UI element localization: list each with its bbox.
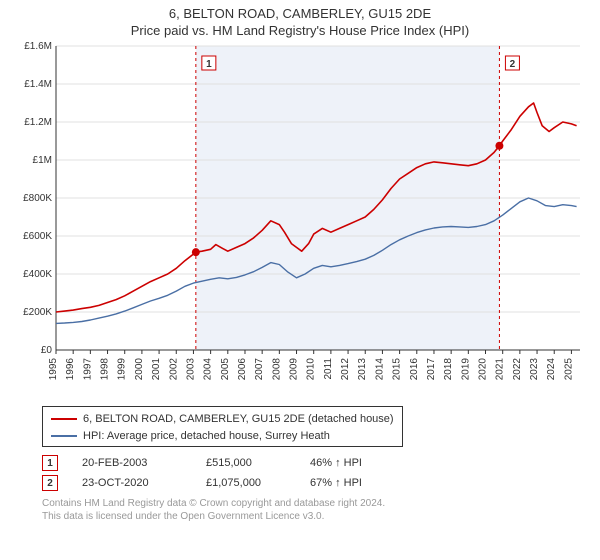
chart-svg: £0 £200K £400K £600K £800K £1M £1.2M £1.4M £1.6M… xyxy=(10,40,590,400)
svg-text:2002: 2002 xyxy=(168,358,179,381)
legend-label-hpi: HPI: Average price, detached house, Surr… xyxy=(83,428,330,445)
svg-text:2006: 2006 xyxy=(237,358,248,381)
svg-text:2012: 2012 xyxy=(340,358,351,381)
footer-line2: This data is licensed under the Open Gov… xyxy=(42,510,600,523)
svg-text:2008: 2008 xyxy=(271,358,282,381)
sale-price-2: £1,075,000 xyxy=(206,477,286,489)
sale-row-1: 1 20-FEB-2003 £515,000 46% ↑ HPI xyxy=(42,455,600,471)
sale-badge-1: 1 xyxy=(42,455,58,471)
sale-badge-2: 2 xyxy=(42,475,58,491)
svg-text:1996: 1996 xyxy=(65,358,76,381)
svg-text:1997: 1997 xyxy=(82,358,93,381)
sales-table: 1 20-FEB-2003 £515,000 46% ↑ HPI 2 23-OC… xyxy=(42,455,600,491)
svg-text:2014: 2014 xyxy=(374,358,385,381)
svg-text:2021: 2021 xyxy=(495,358,506,381)
svg-text:2004: 2004 xyxy=(203,358,214,381)
svg-text:1995: 1995 xyxy=(48,358,59,381)
svg-text:2: 2 xyxy=(510,59,516,70)
svg-text:£600K: £600K xyxy=(23,231,52,242)
svg-text:2017: 2017 xyxy=(426,358,437,381)
svg-text:2023: 2023 xyxy=(529,358,540,381)
legend-swatch-property xyxy=(51,418,77,420)
svg-text:2013: 2013 xyxy=(357,358,368,381)
svg-text:1999: 1999 xyxy=(117,358,128,381)
legend: 6, BELTON ROAD, CAMBERLEY, GU15 2DE (det… xyxy=(42,406,403,447)
chart-title-subtitle: Price paid vs. HM Land Registry's House … xyxy=(0,23,600,38)
svg-text:2010: 2010 xyxy=(306,358,317,381)
svg-text:2005: 2005 xyxy=(220,358,231,381)
svg-text:2009: 2009 xyxy=(289,358,300,381)
title-block: 6, BELTON ROAD, CAMBERLEY, GU15 2DE Pric… xyxy=(0,0,600,40)
svg-text:1998: 1998 xyxy=(100,358,111,381)
svg-text:2001: 2001 xyxy=(151,358,162,381)
footer-line1: Contains HM Land Registry data © Crown c… xyxy=(42,497,600,510)
sale-pct-2: 67% ↑ HPI xyxy=(310,477,400,489)
sale-pct-1: 46% ↑ HPI xyxy=(310,457,400,469)
svg-text:£800K: £800K xyxy=(23,193,52,204)
svg-text:2019: 2019 xyxy=(460,358,471,381)
svg-text:£1.4M: £1.4M xyxy=(24,79,52,90)
chart-area: £0 £200K £400K £600K £800K £1M £1.2M £1.4M £1.6M… xyxy=(10,40,590,400)
svg-text:2011: 2011 xyxy=(323,358,334,380)
legend-swatch-hpi xyxy=(51,435,77,437)
legend-row-property: 6, BELTON ROAD, CAMBERLEY, GU15 2DE (det… xyxy=(51,411,394,428)
svg-text:£400K: £400K xyxy=(23,269,52,280)
legend-row-hpi: HPI: Average price, detached house, Surr… xyxy=(51,428,394,445)
svg-text:2018: 2018 xyxy=(443,358,454,381)
footer: Contains HM Land Registry data © Crown c… xyxy=(42,497,600,523)
svg-text:2007: 2007 xyxy=(254,358,265,381)
legend-label-property: 6, BELTON ROAD, CAMBERLEY, GU15 2DE (det… xyxy=(83,411,394,428)
sale-date-2: 23-OCT-2020 xyxy=(82,477,182,489)
svg-text:2024: 2024 xyxy=(546,358,557,381)
sale-row-2: 2 23-OCT-2020 £1,075,000 67% ↑ HPI xyxy=(42,475,600,491)
svg-text:2015: 2015 xyxy=(392,358,403,381)
svg-text:2025: 2025 xyxy=(563,358,574,381)
svg-text:£1M: £1M xyxy=(33,155,52,166)
svg-text:£1.2M: £1.2M xyxy=(24,117,52,128)
svg-text:2022: 2022 xyxy=(512,358,523,381)
svg-text:£0: £0 xyxy=(41,345,53,356)
sale-date-1: 20-FEB-2003 xyxy=(82,457,182,469)
sale-price-1: £515,000 xyxy=(206,457,286,469)
svg-text:2020: 2020 xyxy=(478,358,489,381)
svg-text:£200K: £200K xyxy=(23,307,52,318)
chart-title-address: 6, BELTON ROAD, CAMBERLEY, GU15 2DE xyxy=(0,6,600,21)
svg-text:2003: 2003 xyxy=(185,358,196,381)
svg-text:£1.6M: £1.6M xyxy=(24,41,52,52)
svg-text:2000: 2000 xyxy=(134,358,145,381)
svg-text:1: 1 xyxy=(206,59,212,70)
svg-text:2016: 2016 xyxy=(409,358,420,381)
